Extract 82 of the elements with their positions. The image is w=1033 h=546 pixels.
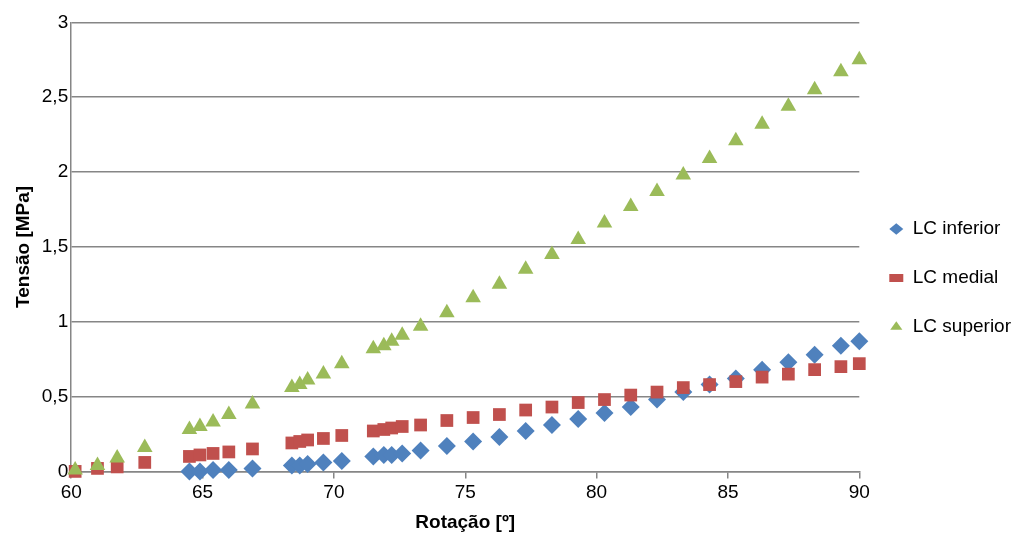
y-tick-label: 1 <box>57 309 69 331</box>
point <box>851 50 868 65</box>
y-tick-label: 0 <box>57 459 69 481</box>
point <box>595 404 614 423</box>
point <box>850 332 869 351</box>
point <box>439 303 455 318</box>
point <box>806 80 823 95</box>
point <box>204 460 223 479</box>
point <box>596 213 613 228</box>
point <box>728 131 744 146</box>
point <box>222 445 236 459</box>
x-axis-title: Rotação [º] <box>415 510 516 532</box>
point <box>301 433 314 447</box>
point <box>782 367 795 381</box>
point <box>206 447 220 460</box>
point <box>333 354 350 369</box>
point <box>332 451 351 470</box>
x-tick-label: 80 <box>586 481 608 503</box>
point <box>833 62 849 77</box>
point <box>394 326 410 340</box>
point <box>490 427 509 446</box>
point <box>440 414 454 427</box>
point <box>414 418 427 432</box>
point <box>464 432 483 451</box>
point <box>754 115 770 129</box>
point <box>834 360 848 373</box>
point <box>649 182 665 197</box>
point <box>466 411 480 424</box>
point <box>315 365 332 379</box>
x-tick-label: 90 <box>848 481 870 503</box>
x-tick-label: 75 <box>454 481 476 503</box>
point <box>675 166 692 180</box>
point <box>780 97 797 111</box>
point <box>852 357 866 370</box>
point <box>624 388 638 402</box>
point <box>544 245 560 259</box>
point <box>395 420 409 433</box>
point <box>493 408 506 421</box>
point <box>314 453 333 472</box>
point <box>437 436 456 455</box>
y-axis-title: Tensão [MPa] <box>11 185 33 308</box>
y-tick-label: 1,5 <box>41 235 69 257</box>
point <box>622 197 639 211</box>
point <box>676 381 690 394</box>
point <box>519 403 533 417</box>
point <box>569 410 588 429</box>
point <box>571 396 585 409</box>
point <box>808 363 821 376</box>
legend-label: LC superior <box>912 315 1012 337</box>
point <box>221 405 237 420</box>
point <box>335 429 349 442</box>
legend-label: LC medial <box>912 266 999 288</box>
point <box>831 336 850 355</box>
y-tick-label: 2,5 <box>41 85 69 107</box>
x-tick-label: 70 <box>323 481 345 503</box>
point <box>243 459 262 478</box>
y-tick-label: 2 <box>57 160 69 182</box>
y-tick-label: 0,5 <box>41 384 69 406</box>
point <box>598 393 611 406</box>
point <box>465 288 481 303</box>
point <box>516 421 535 440</box>
point <box>542 416 561 434</box>
point <box>412 317 429 331</box>
point <box>517 260 534 274</box>
point <box>138 456 152 469</box>
point <box>244 395 261 409</box>
point <box>701 149 718 164</box>
point <box>365 339 382 354</box>
point <box>411 441 430 460</box>
point <box>570 230 586 244</box>
legend-label: LC inferior <box>912 217 1002 239</box>
x-tick-label: 85 <box>717 481 739 503</box>
point <box>205 413 221 427</box>
x-tick-label: 65 <box>191 481 214 503</box>
point <box>246 442 259 456</box>
point <box>219 460 238 479</box>
point <box>317 432 330 445</box>
point <box>729 375 743 388</box>
y-tick-label: 3 <box>57 10 69 32</box>
point <box>805 345 824 364</box>
point <box>491 275 508 289</box>
x-tick-label: 60 <box>60 481 82 503</box>
